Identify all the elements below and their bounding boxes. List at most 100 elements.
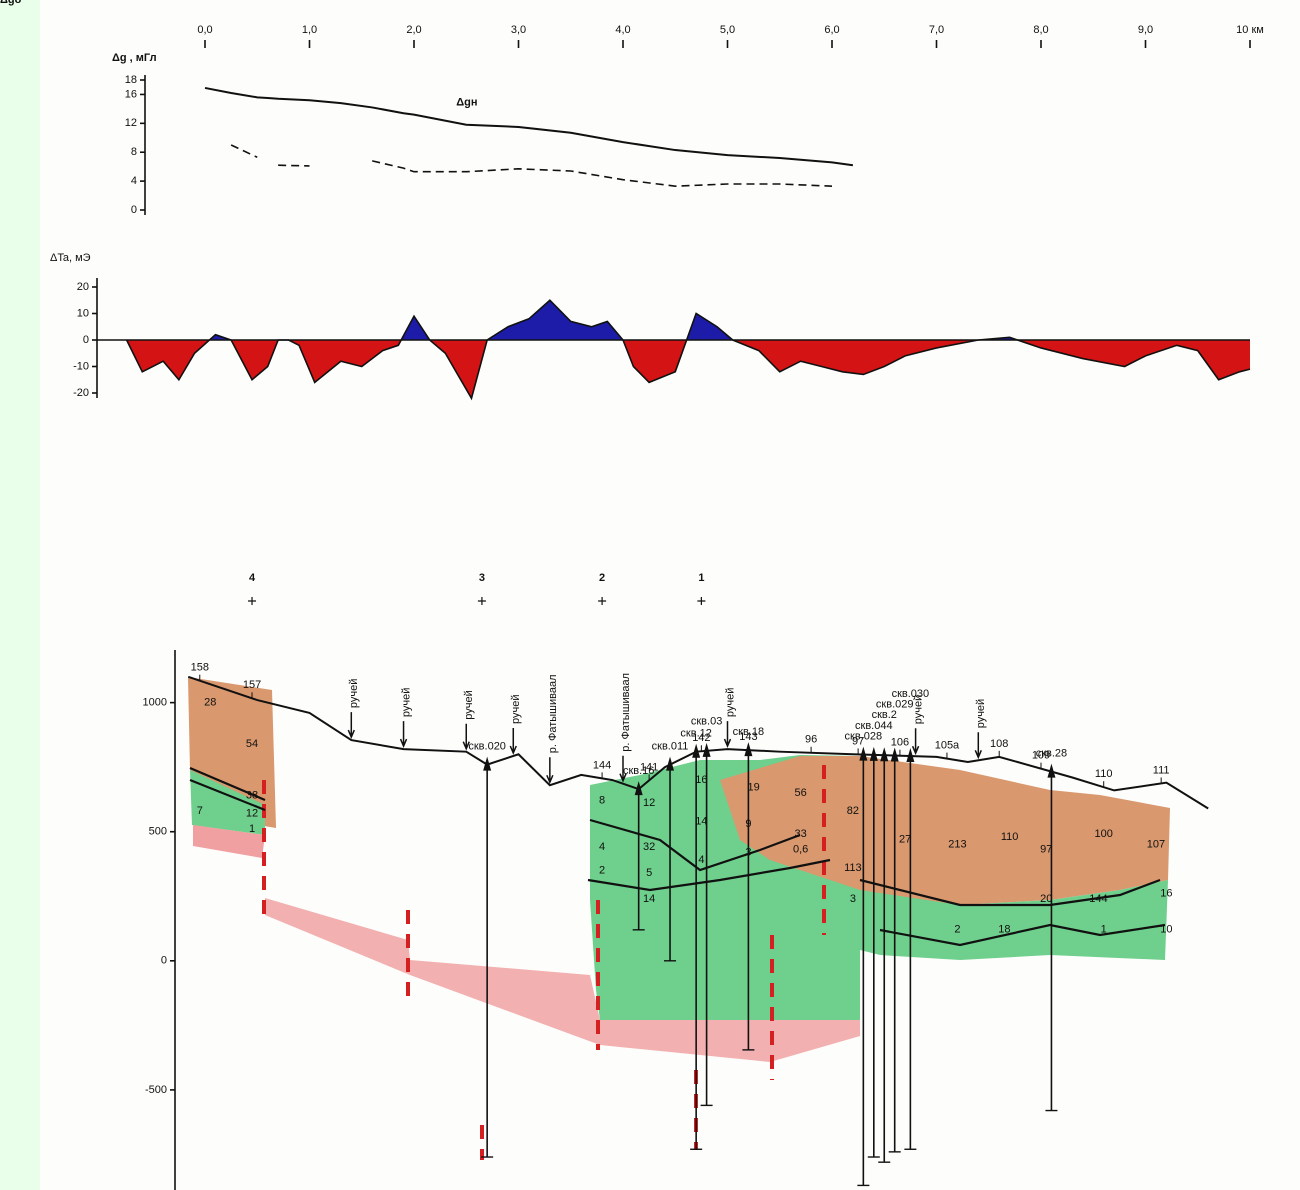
y-tick-label: 0 [83, 334, 89, 346]
borehole-label: скв.16 [623, 765, 654, 777]
layer-label: 12 [643, 797, 655, 809]
layer-label: 2 [599, 864, 605, 876]
series-label: Δgо [0, 0, 22, 6]
layer-label: 97 [1040, 844, 1052, 856]
layer-label: 144 [1089, 893, 1107, 905]
layer-label: 56 [795, 787, 807, 799]
layer-label: 113 [844, 862, 862, 874]
y-tick-label: 18 [125, 74, 137, 86]
layer-label: 14 [643, 893, 655, 905]
layer-label: 16 [1160, 888, 1172, 900]
station-label: 106 [891, 737, 909, 749]
borehole-label: скв.029 [876, 698, 914, 710]
y-tick-label: 16 [125, 88, 137, 100]
stream-label: ручей [510, 694, 522, 724]
x-tick-label: 6,0 [824, 24, 839, 36]
layer-label: 1 [249, 823, 255, 835]
station-label: 105a [935, 739, 960, 751]
y-tick-label: -10 [73, 360, 89, 372]
layer-label: 5 [646, 867, 652, 879]
layer-label: 0,6 [793, 844, 808, 856]
borehole-label: скв.011 [652, 741, 689, 753]
layer-label: 4 [698, 854, 704, 866]
stream-label: ручей [975, 699, 987, 729]
layer-label: 18 [998, 924, 1010, 936]
y-tick-label: 1000 [143, 697, 167, 709]
stream-label: ручей [400, 688, 412, 718]
layer-label: 82 [847, 805, 859, 817]
stream-label: р. Фатышиваал [620, 673, 632, 752]
layer-label: 2 [954, 924, 960, 936]
y-tick-label: 8 [131, 146, 137, 158]
y-tick-label: 500 [149, 826, 167, 838]
borehole-label: скв.044 [855, 720, 893, 732]
point-label: 1 [698, 572, 704, 584]
borehole-label: скв.28 [1036, 748, 1067, 760]
point-label: 4 [249, 572, 256, 584]
borehole-label: скв.020 [468, 741, 506, 753]
borehole-label: скв.12 [680, 728, 711, 740]
x-tick-label: 0,0 [197, 24, 212, 36]
x-tick-label: 1,0 [302, 24, 317, 36]
y-tick-label: 4 [131, 175, 137, 187]
borehole-label: скв.030 [892, 688, 930, 700]
borehole-label: скв.03 [691, 716, 722, 728]
layer-label: 19 [748, 782, 760, 794]
station-label: 108 [990, 738, 1008, 750]
y-tick-label: 12 [125, 117, 137, 129]
figure: 0,01,02,03,04,05,06,07,08,09,010 км04812… [0, 0, 1300, 1190]
margin [0, 0, 40, 1190]
layer-label: 4 [599, 841, 605, 853]
point-label: 3 [479, 572, 485, 584]
y-tick-label: -20 [73, 387, 89, 399]
station-label: 110 [1095, 768, 1113, 780]
y-tick-label: 0 [161, 955, 167, 967]
layer-label: 107 [1147, 839, 1165, 851]
series-label: Δgн [456, 97, 477, 109]
point-label: 2 [599, 572, 605, 584]
station-label: 111 [1153, 764, 1170, 776]
layer-label: 213 [948, 839, 966, 851]
y-tick-label: -500 [145, 1084, 167, 1096]
layer-label: 1 [1101, 924, 1107, 936]
x-tick-label: 3,0 [511, 24, 526, 36]
x-tick-label: 5,0 [720, 24, 735, 36]
layer-label: 28 [204, 697, 216, 709]
stream-label: ручей [348, 679, 360, 709]
series-line [278, 165, 309, 166]
station-label: 96 [805, 734, 817, 746]
stream-label: р. Фатышиваал [547, 674, 559, 753]
layer-label: 32 [643, 841, 655, 853]
x-tick-label: 4,0 [615, 24, 630, 36]
layer-label: 16 [695, 774, 707, 786]
layer-label: 7 [197, 805, 203, 817]
layer-label: 33 [795, 828, 807, 840]
station-label: 158 [191, 662, 209, 674]
layer-label: 20 [1040, 893, 1052, 905]
x-tick-label: 10 км [1236, 24, 1264, 36]
x-tick-label: 9,0 [1138, 24, 1153, 36]
layer-label: 10 [1160, 924, 1172, 936]
layer-label: 3 [745, 846, 751, 858]
layer-label: 54 [246, 738, 258, 750]
station-label: 157 [243, 679, 261, 691]
x-tick-label: 7,0 [929, 24, 944, 36]
stream-label: ручей [463, 690, 475, 720]
layer-label: 8 [599, 795, 605, 807]
layer-label: 14 [695, 815, 707, 827]
x-tick-label: 2,0 [406, 24, 421, 36]
borehole-label: скв.2 [872, 709, 897, 721]
layer-label: 100 [1095, 828, 1113, 840]
stream-label: ручей [724, 688, 736, 718]
y-axis-label: ΔTa, мЭ [50, 252, 91, 264]
y-tick-label: 20 [77, 281, 89, 293]
layer-label: 38 [246, 789, 258, 801]
layer-label: 9 [745, 818, 751, 830]
y-axis-label: Δg , мГл [112, 52, 157, 64]
borehole-label: скв.18 [733, 726, 764, 738]
layer-label: 27 [899, 833, 911, 845]
borehole-label: скв.028 [845, 730, 883, 742]
x-tick-label: 8,0 [1033, 24, 1048, 36]
y-tick-label: 10 [77, 307, 89, 319]
layer-label: 12 [246, 808, 258, 820]
